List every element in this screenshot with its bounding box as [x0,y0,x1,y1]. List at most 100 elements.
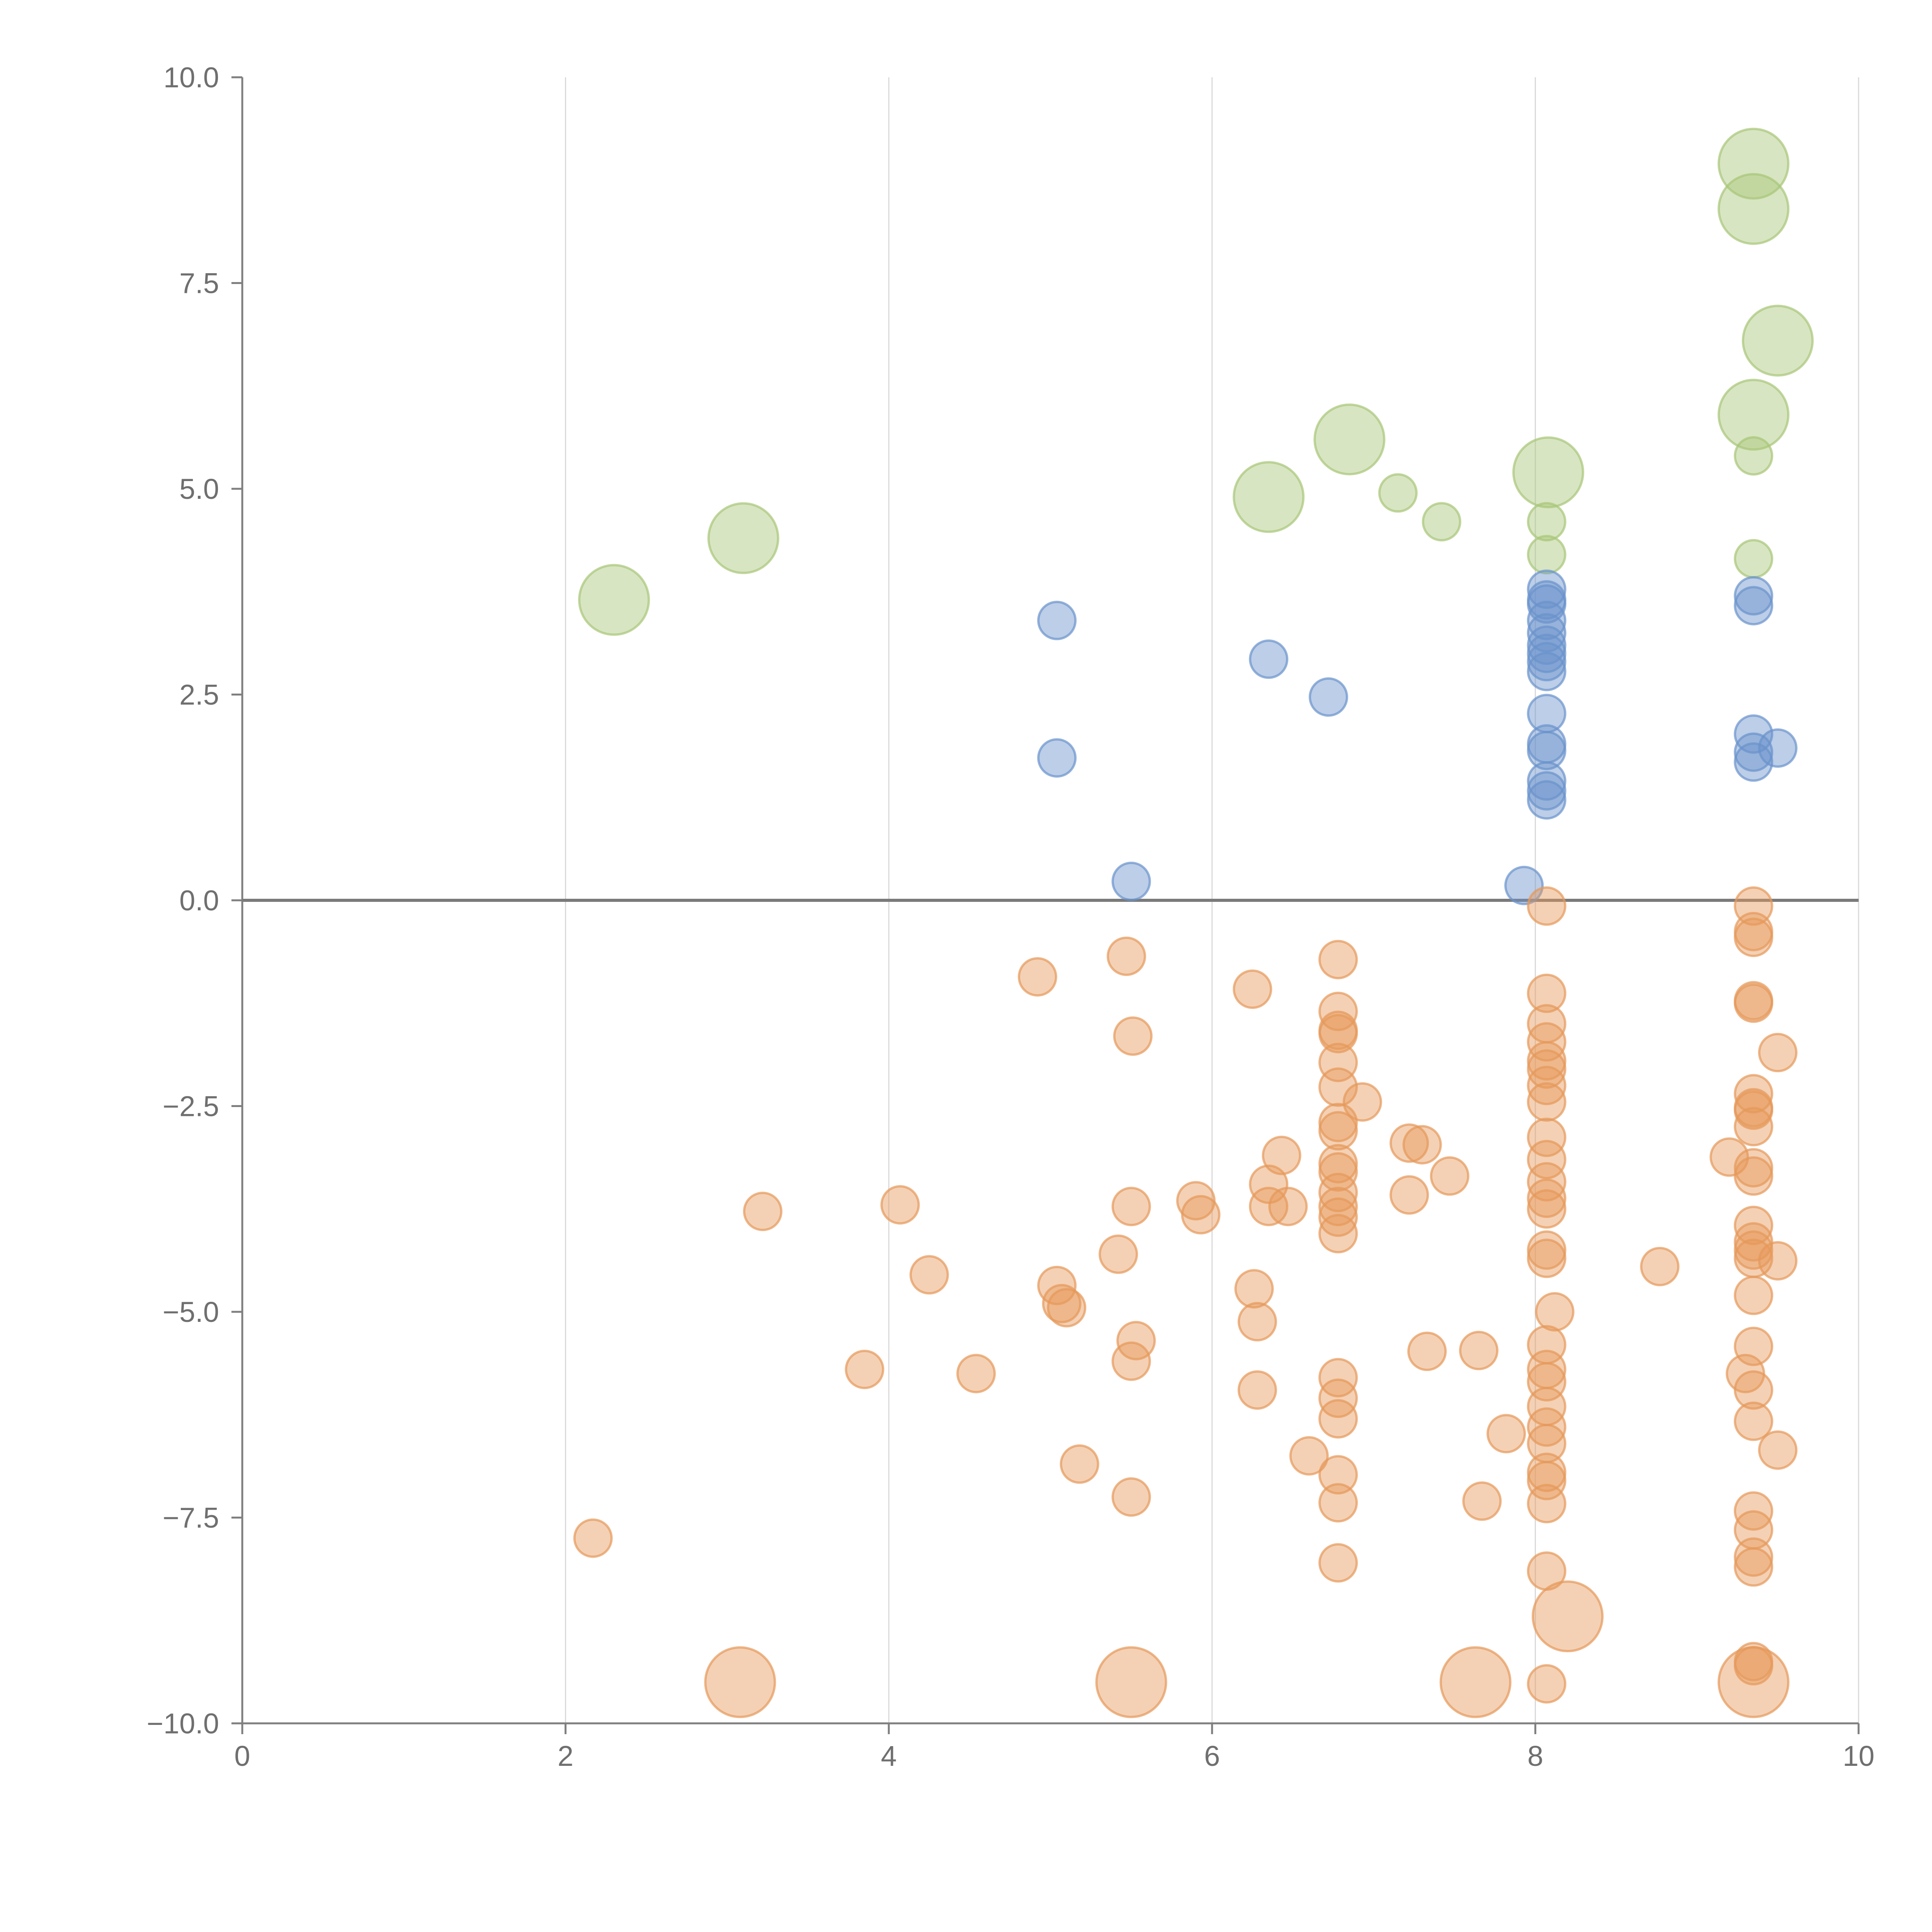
scatter-point [1718,128,1790,200]
scatter-point [1181,1195,1221,1235]
scatter-point [743,1192,782,1231]
y-tick-label: 0.0 [179,884,219,917]
scatter-point [1734,436,1774,476]
scatter-point [1318,1144,1358,1184]
scatter-point [1318,1067,1358,1107]
scatter-point [1459,1331,1498,1371]
scatter-point [1527,584,1566,624]
scatter-point [1734,576,1774,616]
scatter-point [1527,1461,1566,1500]
scatter-point [1527,771,1566,811]
scatter-point [1527,1484,1566,1524]
scatter-point [880,1185,920,1225]
scatter-point [1532,1580,1604,1653]
scatter-point [1402,1125,1442,1165]
scatter-point [1111,862,1151,901]
scatter-point [1018,957,1058,997]
scatter-point [1527,1189,1566,1229]
scatter-point [1527,613,1566,653]
scatter-point [1734,1276,1774,1315]
scatter-point [1527,731,1566,770]
scatter-point [1486,1414,1526,1454]
tick-labels: 0 2 4 6 8 10 10.0 7.5 5.0 2.5 0.0 −2.5 −5.0 −7.5 −10.0 [147,61,1874,1772]
scatter-point [1527,502,1566,542]
scatter-point [1318,1111,1358,1151]
scatter-point [1734,742,1774,782]
scatter-point [1527,1117,1566,1157]
scatter-point [1527,780,1566,820]
scatter-point [845,1350,884,1389]
scatter-point [1734,539,1774,579]
scatter-point [1512,436,1584,509]
y-tick-label: −10.0 [147,1708,219,1740]
x-tick-label: 0 [234,1740,250,1772]
scatter-point [1233,461,1305,533]
scatter-point [1758,1033,1798,1073]
y-tick-label: −5.0 [163,1296,219,1328]
scatter-point [1318,1399,1358,1439]
scatter-point [1734,1156,1774,1196]
scatter-point [1430,1156,1469,1196]
scatter-point [1262,1136,1301,1175]
x-tick-label: 8 [1527,1740,1543,1772]
scatter-point [1037,738,1077,778]
x-tick-label: 6 [1204,1740,1220,1772]
scatter-point [1318,1152,1358,1192]
scatter-point [1042,1284,1082,1323]
scatter-point [1527,569,1566,609]
scatter-point [1718,1646,1790,1718]
scatter-point [1268,1187,1308,1226]
scatter-point [1308,677,1348,717]
scatter-point [1734,1370,1774,1410]
scatter-point [1718,173,1790,245]
scatter-point [573,1518,613,1558]
scatter-point [1734,732,1774,772]
y-tick-label: −7.5 [163,1502,219,1534]
scatter-point [1318,1358,1358,1398]
scatter-point [1233,969,1272,1009]
scatter-point [1527,1452,1566,1492]
scatter-point [1758,728,1798,768]
axes [231,76,1860,1734]
scatter-point [1742,304,1814,377]
scatter-point [1237,1302,1277,1342]
x-tick-label: 4 [881,1740,897,1772]
scatter-point [1734,1090,1774,1130]
scatter-point [1734,1401,1774,1441]
scatter-point [1095,1646,1167,1718]
scatter-point [1107,936,1146,976]
scatter-point [1313,403,1386,476]
scatter-point [1527,1139,1566,1179]
scatter-point [1734,1148,1774,1188]
scatter-point [1734,1074,1774,1114]
scatter-point [909,1255,949,1295]
scatter-point [1111,1477,1151,1517]
scatter-point [1527,886,1566,926]
y-tick-label: 2.5 [179,679,219,711]
scatter-point [1527,1049,1566,1089]
scatter-point [1527,1230,1566,1270]
scatter-point [1734,1327,1774,1366]
scatter-point [1758,1430,1798,1470]
scatter-point [1389,1175,1429,1215]
scatter-point [1389,1123,1429,1163]
scatter-point [1734,983,1774,1023]
scatter-point [1734,586,1774,626]
scatter-point [1527,1066,1566,1105]
scatter-point [1318,1197,1358,1237]
scatter-point [1318,940,1358,980]
scatter-point [956,1354,996,1393]
scatter-point [1318,1378,1358,1418]
scatter-point [1718,379,1790,451]
scatter-point [1318,1543,1358,1583]
scatter-point [1234,1269,1274,1309]
scatter-point [1407,1332,1447,1371]
scatter-point [1318,1483,1358,1523]
scatter-point [1318,1214,1358,1253]
scatter-point [1462,1481,1502,1521]
scatter-point [1758,1241,1798,1281]
scatter-point [578,564,650,636]
scatter-point [1342,1082,1382,1122]
scatter-point [1527,642,1566,682]
scatter-point [1535,1292,1575,1332]
